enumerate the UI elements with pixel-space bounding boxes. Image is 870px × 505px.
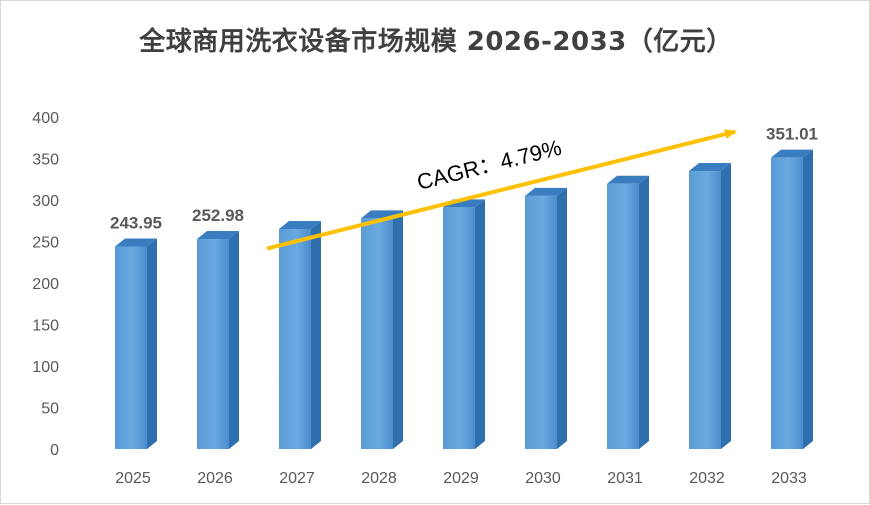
bar-side (229, 231, 239, 449)
x-tick-label: 2026 (197, 470, 233, 487)
y-tick-label: 150 (32, 318, 59, 335)
y-tick-label: 300 (32, 193, 59, 210)
bar (771, 149, 813, 450)
bar-front (771, 157, 803, 450)
bar-front (115, 246, 147, 449)
bar-top (279, 220, 321, 229)
bar-top (115, 238, 157, 247)
bar (115, 238, 157, 449)
bar (443, 199, 485, 449)
cagr-arrow (266, 129, 737, 251)
chart-title: 全球商用洗衣设备市场规模 2026-2033（亿元） (139, 27, 733, 57)
cagr-label: CAGR：4.79% (414, 135, 564, 195)
bar (607, 175, 649, 449)
bars (115, 149, 813, 450)
bar (689, 163, 731, 449)
bar (525, 187, 567, 449)
x-tick-label: 2030 (525, 470, 561, 487)
bar-front (197, 239, 229, 449)
data-labels: 243.95 252.98 351.01 (110, 125, 818, 233)
data-label: 351.01 (766, 125, 818, 144)
bar-top (689, 163, 731, 172)
y-tick-label: 100 (32, 359, 59, 376)
bar-front (607, 183, 639, 449)
y-tick-label: 50 (41, 401, 59, 418)
bar-front (689, 171, 721, 449)
x-tick-label: 2033 (771, 470, 807, 487)
y-tick-label: 250 (32, 235, 59, 252)
y-axis: 0 50 100 150 200 250 300 350 400 (32, 110, 59, 459)
bar-side (475, 199, 485, 449)
bar-top (771, 149, 813, 158)
bar-top (197, 231, 239, 240)
bar (361, 210, 403, 449)
bar-side (311, 220, 321, 449)
data-label: 252.98 (192, 206, 244, 225)
bar-front (443, 207, 475, 449)
bar-side (639, 175, 649, 449)
bar (197, 231, 239, 449)
bar-side (147, 238, 157, 449)
bar-front (279, 228, 311, 449)
bar (279, 220, 321, 449)
bar-side (803, 149, 813, 450)
cagr-annotation: CAGR：4.79% (266, 129, 737, 251)
x-tick-label: 2025 (115, 470, 151, 487)
bar-front (361, 218, 393, 449)
x-tick-label: 2031 (607, 470, 643, 487)
bar-top (525, 187, 567, 196)
bar-front (525, 195, 557, 449)
data-label: 243.95 (110, 214, 162, 233)
x-tick-label: 2032 (689, 470, 725, 487)
x-axis: 2025 2026 2027 2028 2029 2030 2031 2032 2033 (115, 470, 807, 487)
bar-side (721, 163, 731, 449)
bar-side (557, 187, 567, 449)
bar-top (607, 175, 649, 184)
y-tick-label: 350 (32, 152, 59, 169)
bar-side (393, 210, 403, 449)
y-tick-label: 400 (32, 110, 59, 127)
y-tick-label: 0 (50, 442, 59, 459)
y-tick-label: 200 (32, 276, 59, 293)
x-tick-label: 2027 (279, 470, 315, 487)
x-tick-label: 2029 (443, 470, 479, 487)
x-tick-label: 2028 (361, 470, 397, 487)
